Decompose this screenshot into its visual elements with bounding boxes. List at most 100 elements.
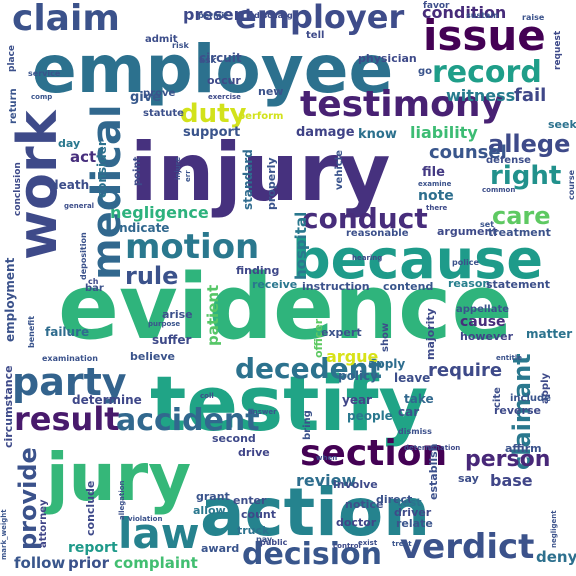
word-person: person bbox=[465, 447, 550, 472]
word-claimant: claimant bbox=[508, 353, 536, 470]
word-direct: direct bbox=[376, 493, 412, 506]
word-treatment: treatment bbox=[488, 226, 551, 239]
word-conduct: conduct bbox=[302, 202, 428, 235]
word-occur: occur bbox=[207, 74, 241, 87]
word-answer: answer bbox=[248, 408, 277, 416]
word-establish: establish bbox=[427, 444, 440, 500]
word-hearing: hearing bbox=[352, 254, 382, 262]
word-work: work bbox=[6, 109, 69, 260]
word-appellate: appellate bbox=[456, 304, 509, 315]
word-know: know bbox=[358, 127, 397, 142]
word-ask: ask bbox=[199, 56, 217, 66]
word-doctor: doctor bbox=[336, 516, 377, 529]
word-right: right bbox=[490, 161, 561, 191]
word-physician: physician bbox=[358, 52, 417, 65]
word-go: go bbox=[418, 66, 432, 77]
word-set: set bbox=[480, 220, 494, 229]
word-receive: receive bbox=[252, 278, 297, 291]
word-bring: bring bbox=[302, 410, 313, 440]
word-control: control bbox=[333, 542, 361, 550]
word-injure: injure bbox=[174, 157, 182, 180]
word-entitle: entitle bbox=[496, 354, 522, 362]
word-standard: standard bbox=[241, 149, 255, 210]
word-determination: determination bbox=[404, 444, 460, 452]
word-instruction: instruction bbox=[302, 280, 370, 293]
word-result: result bbox=[14, 400, 120, 438]
word-reasonable: reasonable bbox=[346, 228, 409, 239]
word-exist: exist bbox=[358, 539, 378, 547]
word-permit: permit bbox=[198, 11, 228, 20]
word-counsel: counsel bbox=[429, 142, 507, 163]
word-record: record bbox=[432, 55, 542, 90]
word-examine: examine bbox=[418, 180, 452, 188]
word-common: common bbox=[482, 186, 515, 194]
word-injury: injury bbox=[130, 126, 390, 219]
word-prior: prior bbox=[68, 554, 110, 572]
word-people: people bbox=[347, 409, 393, 423]
word-violation: violation bbox=[128, 515, 162, 523]
word-include: include bbox=[510, 393, 551, 404]
word-statute: statute bbox=[143, 108, 184, 119]
word-action: action bbox=[200, 474, 430, 551]
word-notice: notice bbox=[345, 498, 383, 511]
word-general: general bbox=[64, 202, 94, 210]
word-employee: employee bbox=[32, 31, 393, 108]
word-negligent: negligent bbox=[550, 510, 558, 548]
word-grant: grant bbox=[196, 490, 230, 503]
word-purpose: purpose bbox=[148, 320, 180, 328]
word-circuit: circuit bbox=[199, 51, 242, 65]
word-service: service bbox=[28, 69, 61, 78]
word-conclude: conclude bbox=[84, 481, 97, 536]
word-seek: seek bbox=[548, 118, 576, 131]
word-exercise: exercise bbox=[208, 93, 241, 101]
word-deny: deny bbox=[536, 548, 576, 566]
word-consider: consider bbox=[95, 140, 109, 198]
word-majority: majority bbox=[424, 308, 437, 360]
word-request: request bbox=[553, 30, 563, 70]
word-complaint: complaint bbox=[114, 554, 198, 572]
word-raise: raise bbox=[522, 13, 545, 22]
word-course: course bbox=[567, 169, 576, 200]
word-require: require bbox=[428, 360, 502, 381]
word-car: car bbox=[398, 405, 419, 419]
word-present: present bbox=[183, 5, 253, 24]
word-coll: coll bbox=[200, 392, 214, 400]
word-decision: decision bbox=[242, 537, 382, 572]
word-drive: drive bbox=[238, 446, 270, 459]
word-argue: argue bbox=[326, 347, 379, 366]
word-statement: statement bbox=[486, 278, 550, 291]
word-circumstance: circumstance bbox=[2, 365, 15, 448]
word-return: return bbox=[8, 88, 19, 124]
word-leave: leave bbox=[394, 371, 430, 385]
word-claim: claim bbox=[12, 0, 120, 39]
word-award: award bbox=[201, 542, 239, 555]
word-truck: truck bbox=[237, 524, 270, 537]
word-duty: duty bbox=[180, 99, 247, 129]
word-witness: witness bbox=[446, 86, 515, 105]
word-treat: treat bbox=[392, 540, 412, 548]
word-cite: cite bbox=[492, 387, 503, 408]
word-damage: damage bbox=[296, 125, 355, 140]
word-officer: officer bbox=[312, 318, 325, 358]
word-finding: finding bbox=[236, 264, 279, 277]
word-conclusion: conclusion bbox=[13, 162, 23, 216]
word-err: err bbox=[184, 170, 192, 182]
word-prove: prove bbox=[143, 88, 175, 99]
word-police: police bbox=[452, 258, 479, 267]
word-testify: testify bbox=[150, 359, 428, 448]
word-because: because bbox=[292, 228, 543, 291]
word-care: care bbox=[492, 202, 551, 230]
word-employer: employer bbox=[235, 0, 404, 36]
word-take: take bbox=[404, 392, 434, 406]
word-discharge: discharge bbox=[254, 11, 299, 20]
word-review: review bbox=[296, 471, 357, 490]
word-say: say bbox=[458, 472, 479, 485]
word-issue: issue bbox=[423, 11, 546, 60]
word-matter: matter bbox=[526, 327, 572, 341]
word-file: file bbox=[422, 165, 445, 180]
word-report: report bbox=[68, 540, 118, 556]
word-party: party bbox=[12, 360, 127, 404]
word-contend: contend bbox=[383, 280, 433, 293]
